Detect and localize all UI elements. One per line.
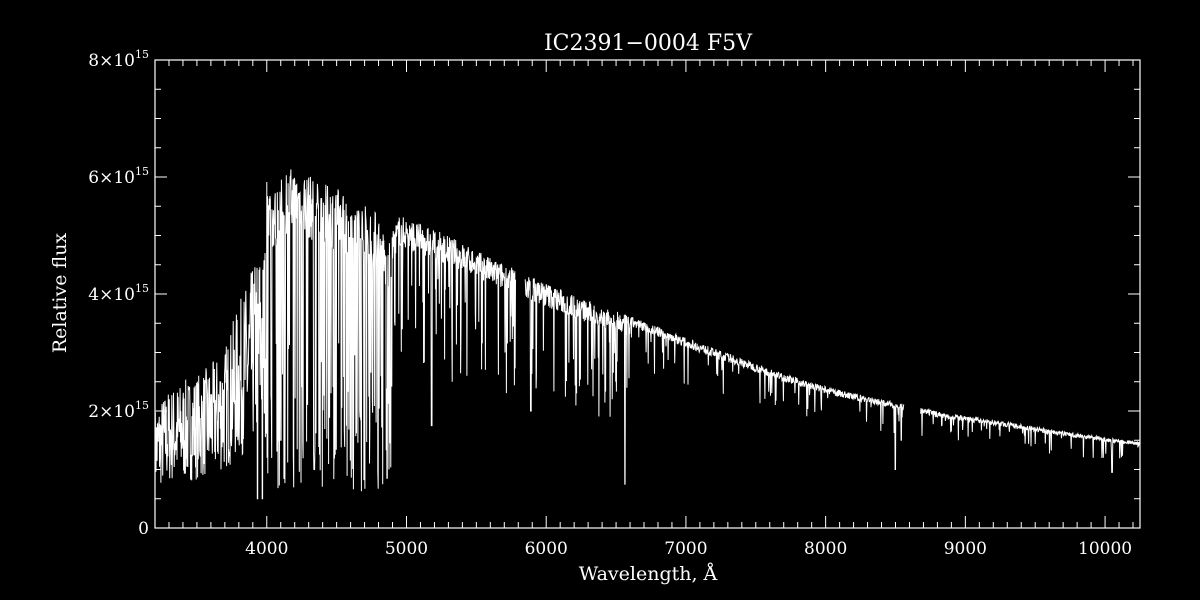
x-tick-label: 7000 [664, 539, 707, 559]
chart-title: IC2391−0004 F5V [544, 31, 753, 56]
x-tick-label: 8000 [804, 539, 847, 559]
x-axis-label: Wavelength, Å [579, 563, 718, 585]
y-tick-label: 6×1015 [88, 165, 149, 188]
x-tick-label: 9000 [944, 539, 987, 559]
y-axis-label: Relative flux [49, 233, 71, 354]
y-tick-label: 0 [138, 519, 149, 539]
x-tick-label: 6000 [525, 539, 568, 559]
y-tick-label: 4×1015 [88, 282, 149, 305]
spectrum-line-segment-1 [154, 169, 516, 500]
x-tick-label: 10000 [1078, 539, 1132, 559]
y-tick-label: 2×1015 [88, 399, 149, 422]
y-tick-label: 8×1015 [88, 48, 149, 71]
x-tick-label: 4000 [245, 539, 288, 559]
plot-area: 4000 5000 6000 7000 8000 9000 10000 0 2×1015 4×10… [88, 48, 1141, 559]
spectrum-line-segment-3 [920, 407, 1141, 473]
spectrum-line-segment-2 [524, 277, 905, 485]
x-tick-label: 5000 [385, 539, 428, 559]
